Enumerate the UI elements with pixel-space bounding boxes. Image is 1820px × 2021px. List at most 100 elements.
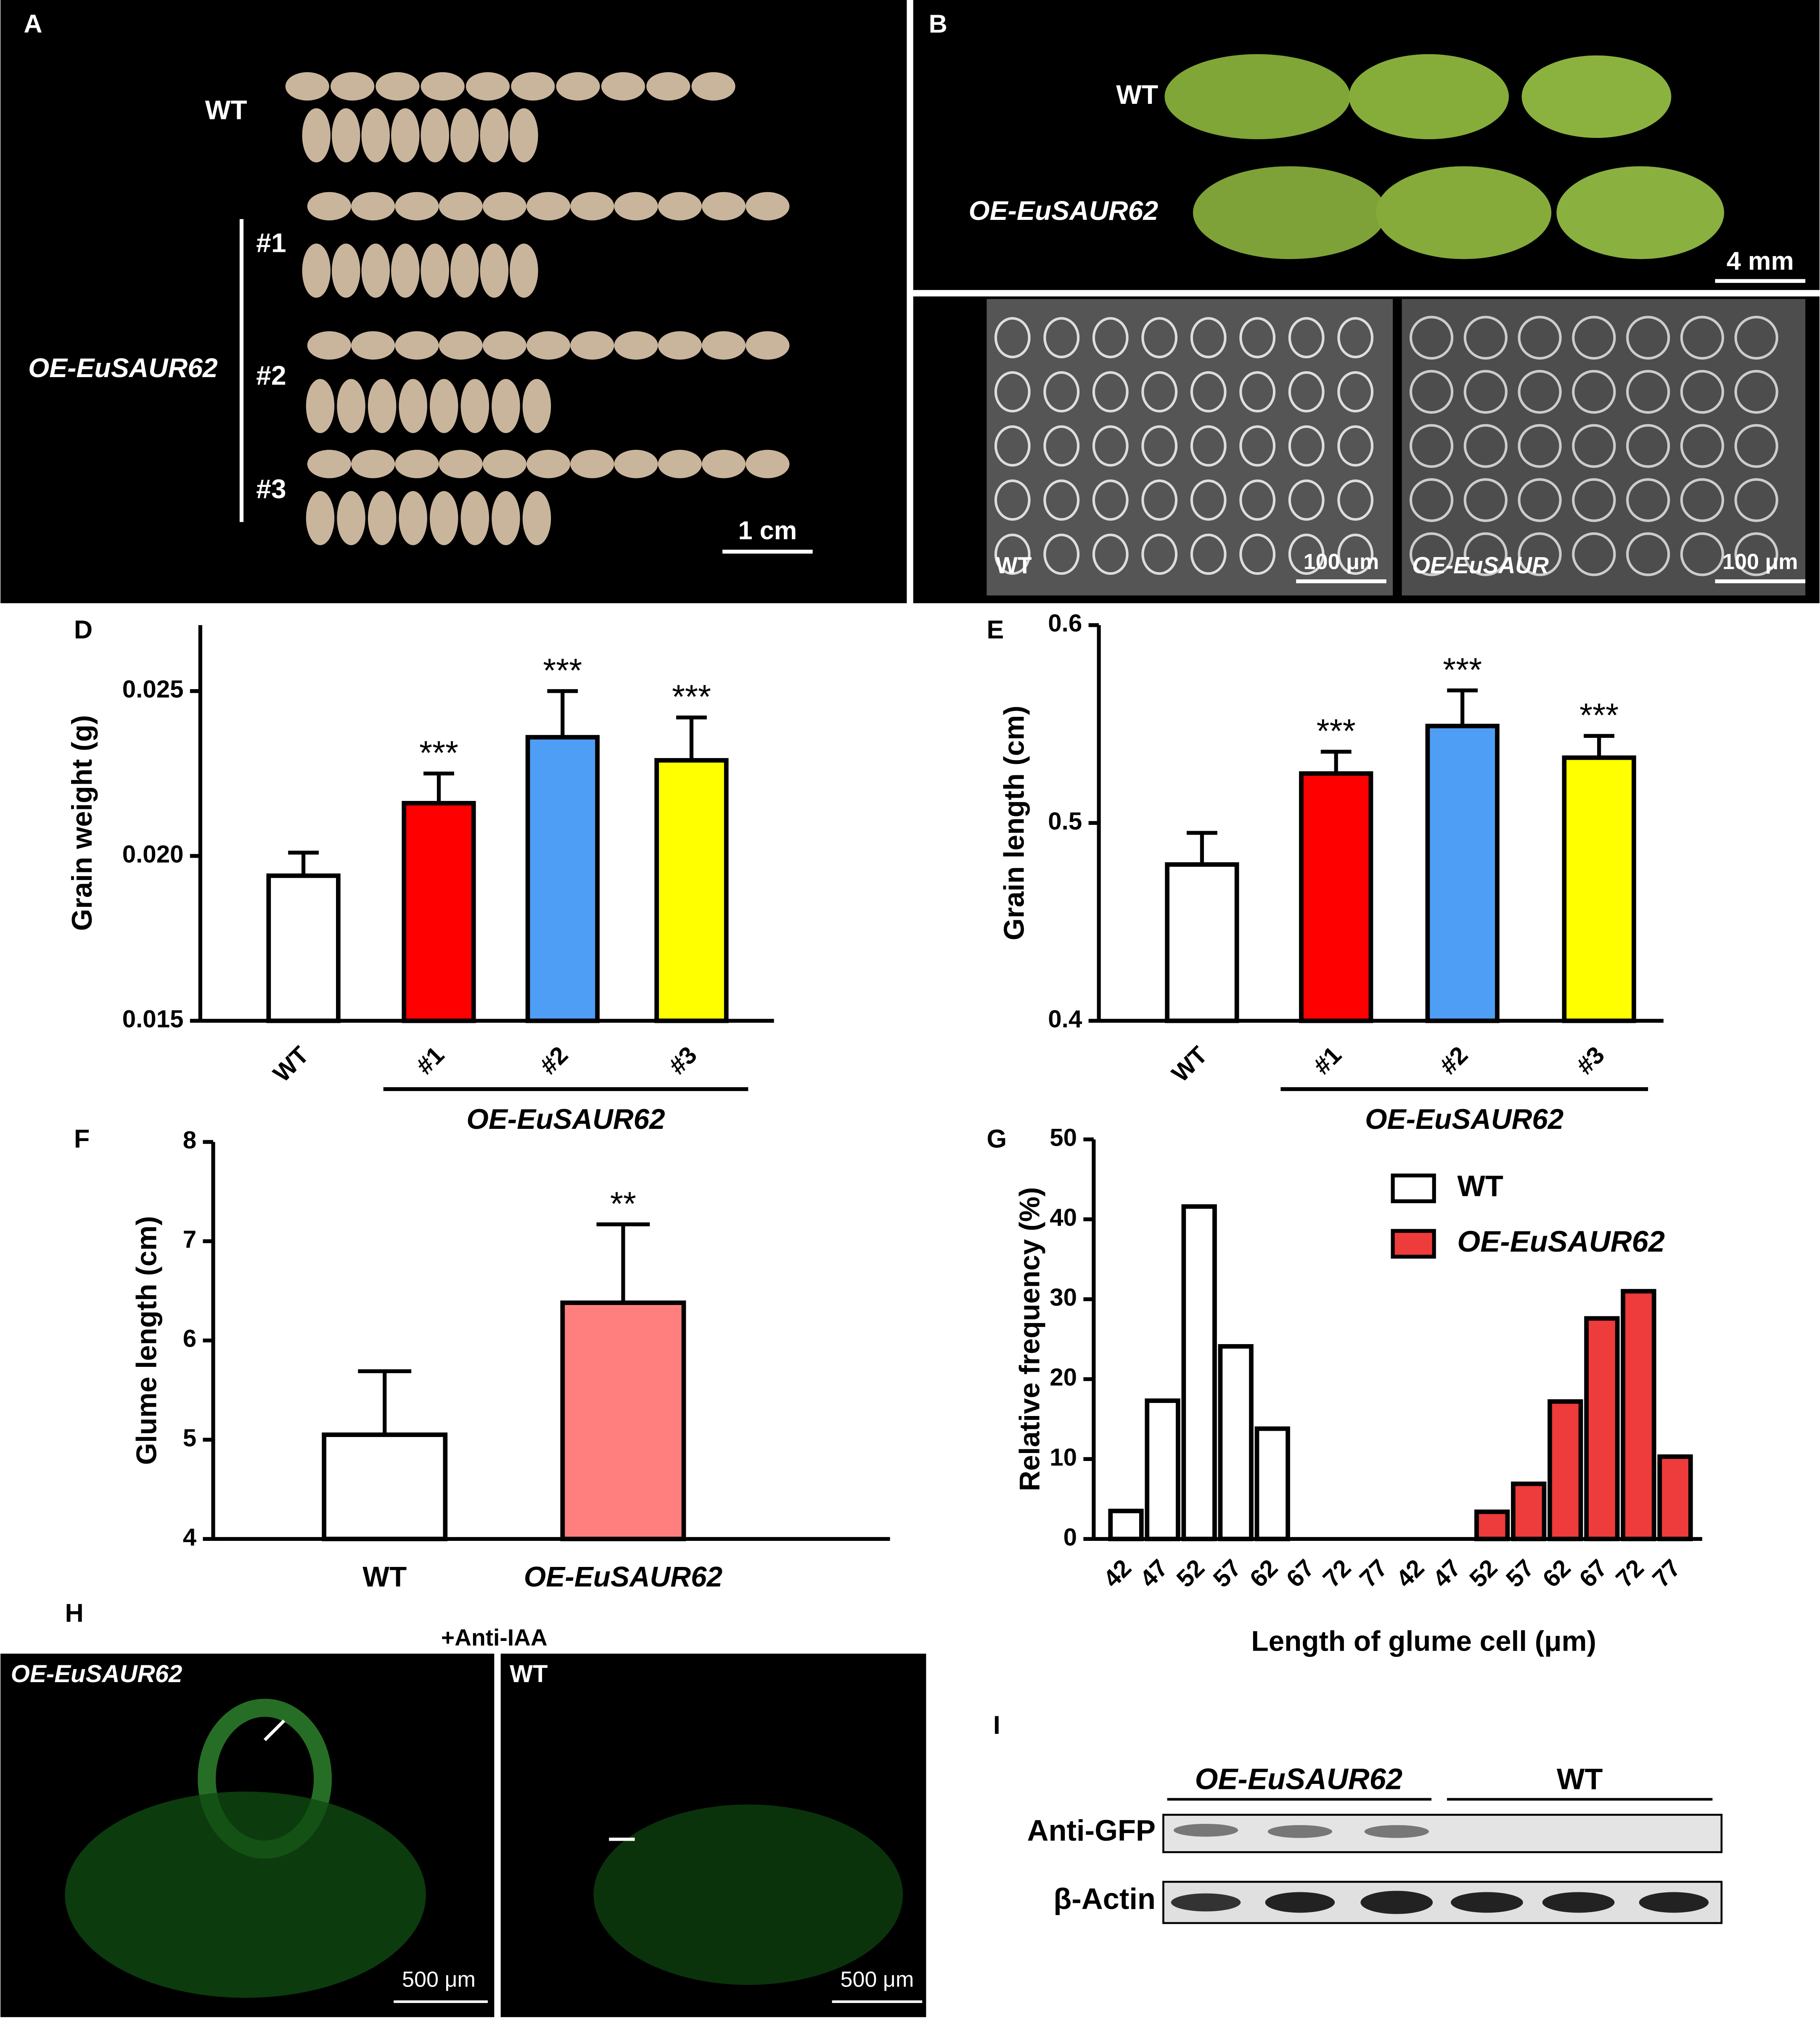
grain [601,72,645,101]
cell [1734,424,1778,468]
grain [646,72,690,101]
grain [522,379,551,433]
grain [614,331,658,360]
cell [994,534,1031,575]
x-tick-label: WT [268,1041,314,1087]
bar [322,1432,448,1541]
grain [526,192,571,221]
bar [1165,862,1239,1023]
band [1360,1891,1433,1914]
grain [511,72,555,101]
legend-label: OE-EuSAUR62 [1457,1225,1665,1258]
y-axis-label: Grain weight (g) [66,715,98,931]
band [1364,1825,1429,1838]
grain [556,72,600,101]
cell [1239,425,1276,467]
cell [1043,425,1080,467]
x-tick-label: 77 [1354,1554,1393,1593]
cell [1239,317,1276,359]
grain [332,243,360,298]
grain [746,331,790,360]
grain [399,491,427,545]
glumes [1164,54,1724,259]
cell [1239,534,1276,575]
grain [285,72,329,101]
y-tick-label: 0 [1063,1524,1077,1551]
grain [439,331,483,360]
x-tick-label: 42 [1391,1554,1430,1593]
panel-label: C [929,299,947,328]
cell [1572,424,1616,468]
y-tick-label: 0.015 [122,1005,184,1033]
cell [1572,532,1616,576]
x-tick-label: WT [362,1561,407,1593]
significance: *** [672,678,711,716]
panel-label: H [65,1598,83,1627]
grain [368,491,397,545]
grain [570,331,614,360]
cell [1288,371,1325,413]
grain [482,331,526,360]
cell [1626,316,1670,360]
row-label: OE-EuSAUR62 [969,195,1159,226]
panel-label: I [993,1710,1000,1739]
bar [1218,1344,1254,1541]
sem-image [987,299,1393,596]
group-label: OE-EuSAUR62 [1195,1762,1403,1795]
cell [1141,425,1178,467]
cell [1518,370,1562,414]
bar [1254,1426,1290,1541]
grain [701,331,746,360]
x-tick-label: #3 [1571,1041,1610,1080]
grain [430,379,458,433]
image-label: OE-EuSAUR62 [11,1660,183,1688]
cell [1141,534,1178,575]
grain [307,449,352,478]
image-label: OE-EuSAUR [1412,552,1549,578]
grain [450,243,479,298]
cell [994,425,1031,467]
row-label: #3 [256,474,286,504]
cell [1190,479,1227,521]
grain [399,379,427,433]
group-label: OE-EuSAUR62 [466,1104,665,1135]
bar [402,801,476,1023]
cell [1239,479,1276,521]
grain [480,108,509,163]
panel-label: B [929,9,947,38]
y-tick-label: 5 [183,1424,196,1452]
cell [1680,316,1724,360]
grain [302,108,331,163]
band [1267,1825,1333,1838]
cell [1463,370,1508,414]
cell [994,317,1031,359]
cell [1043,534,1080,575]
cell [1337,534,1374,575]
cell [1092,371,1129,413]
grain [361,243,390,298]
grain [332,108,360,163]
grain [658,192,702,221]
grain [306,379,335,433]
grains [285,72,790,545]
significance: *** [419,734,458,771]
y-tick-label: 7 [183,1226,196,1253]
cell [1043,371,1080,413]
x-tick-label: #3 [664,1041,702,1080]
grain [395,331,439,360]
cell [1141,317,1178,359]
y-tick-label: 20 [1050,1364,1077,1391]
scale-label: 4 mm [1727,246,1794,275]
y-tick-label: 40 [1050,1204,1077,1231]
grain [439,192,483,221]
grain [395,192,439,221]
grain [421,108,450,163]
grain [337,491,365,545]
x-axis-label: Length of glume cell (μm) [1251,1626,1596,1657]
grain [306,491,335,545]
cell [1734,316,1778,360]
bar [525,735,600,1023]
glume [1556,166,1724,259]
legend-swatch [1391,1173,1436,1203]
cells [994,316,1778,576]
